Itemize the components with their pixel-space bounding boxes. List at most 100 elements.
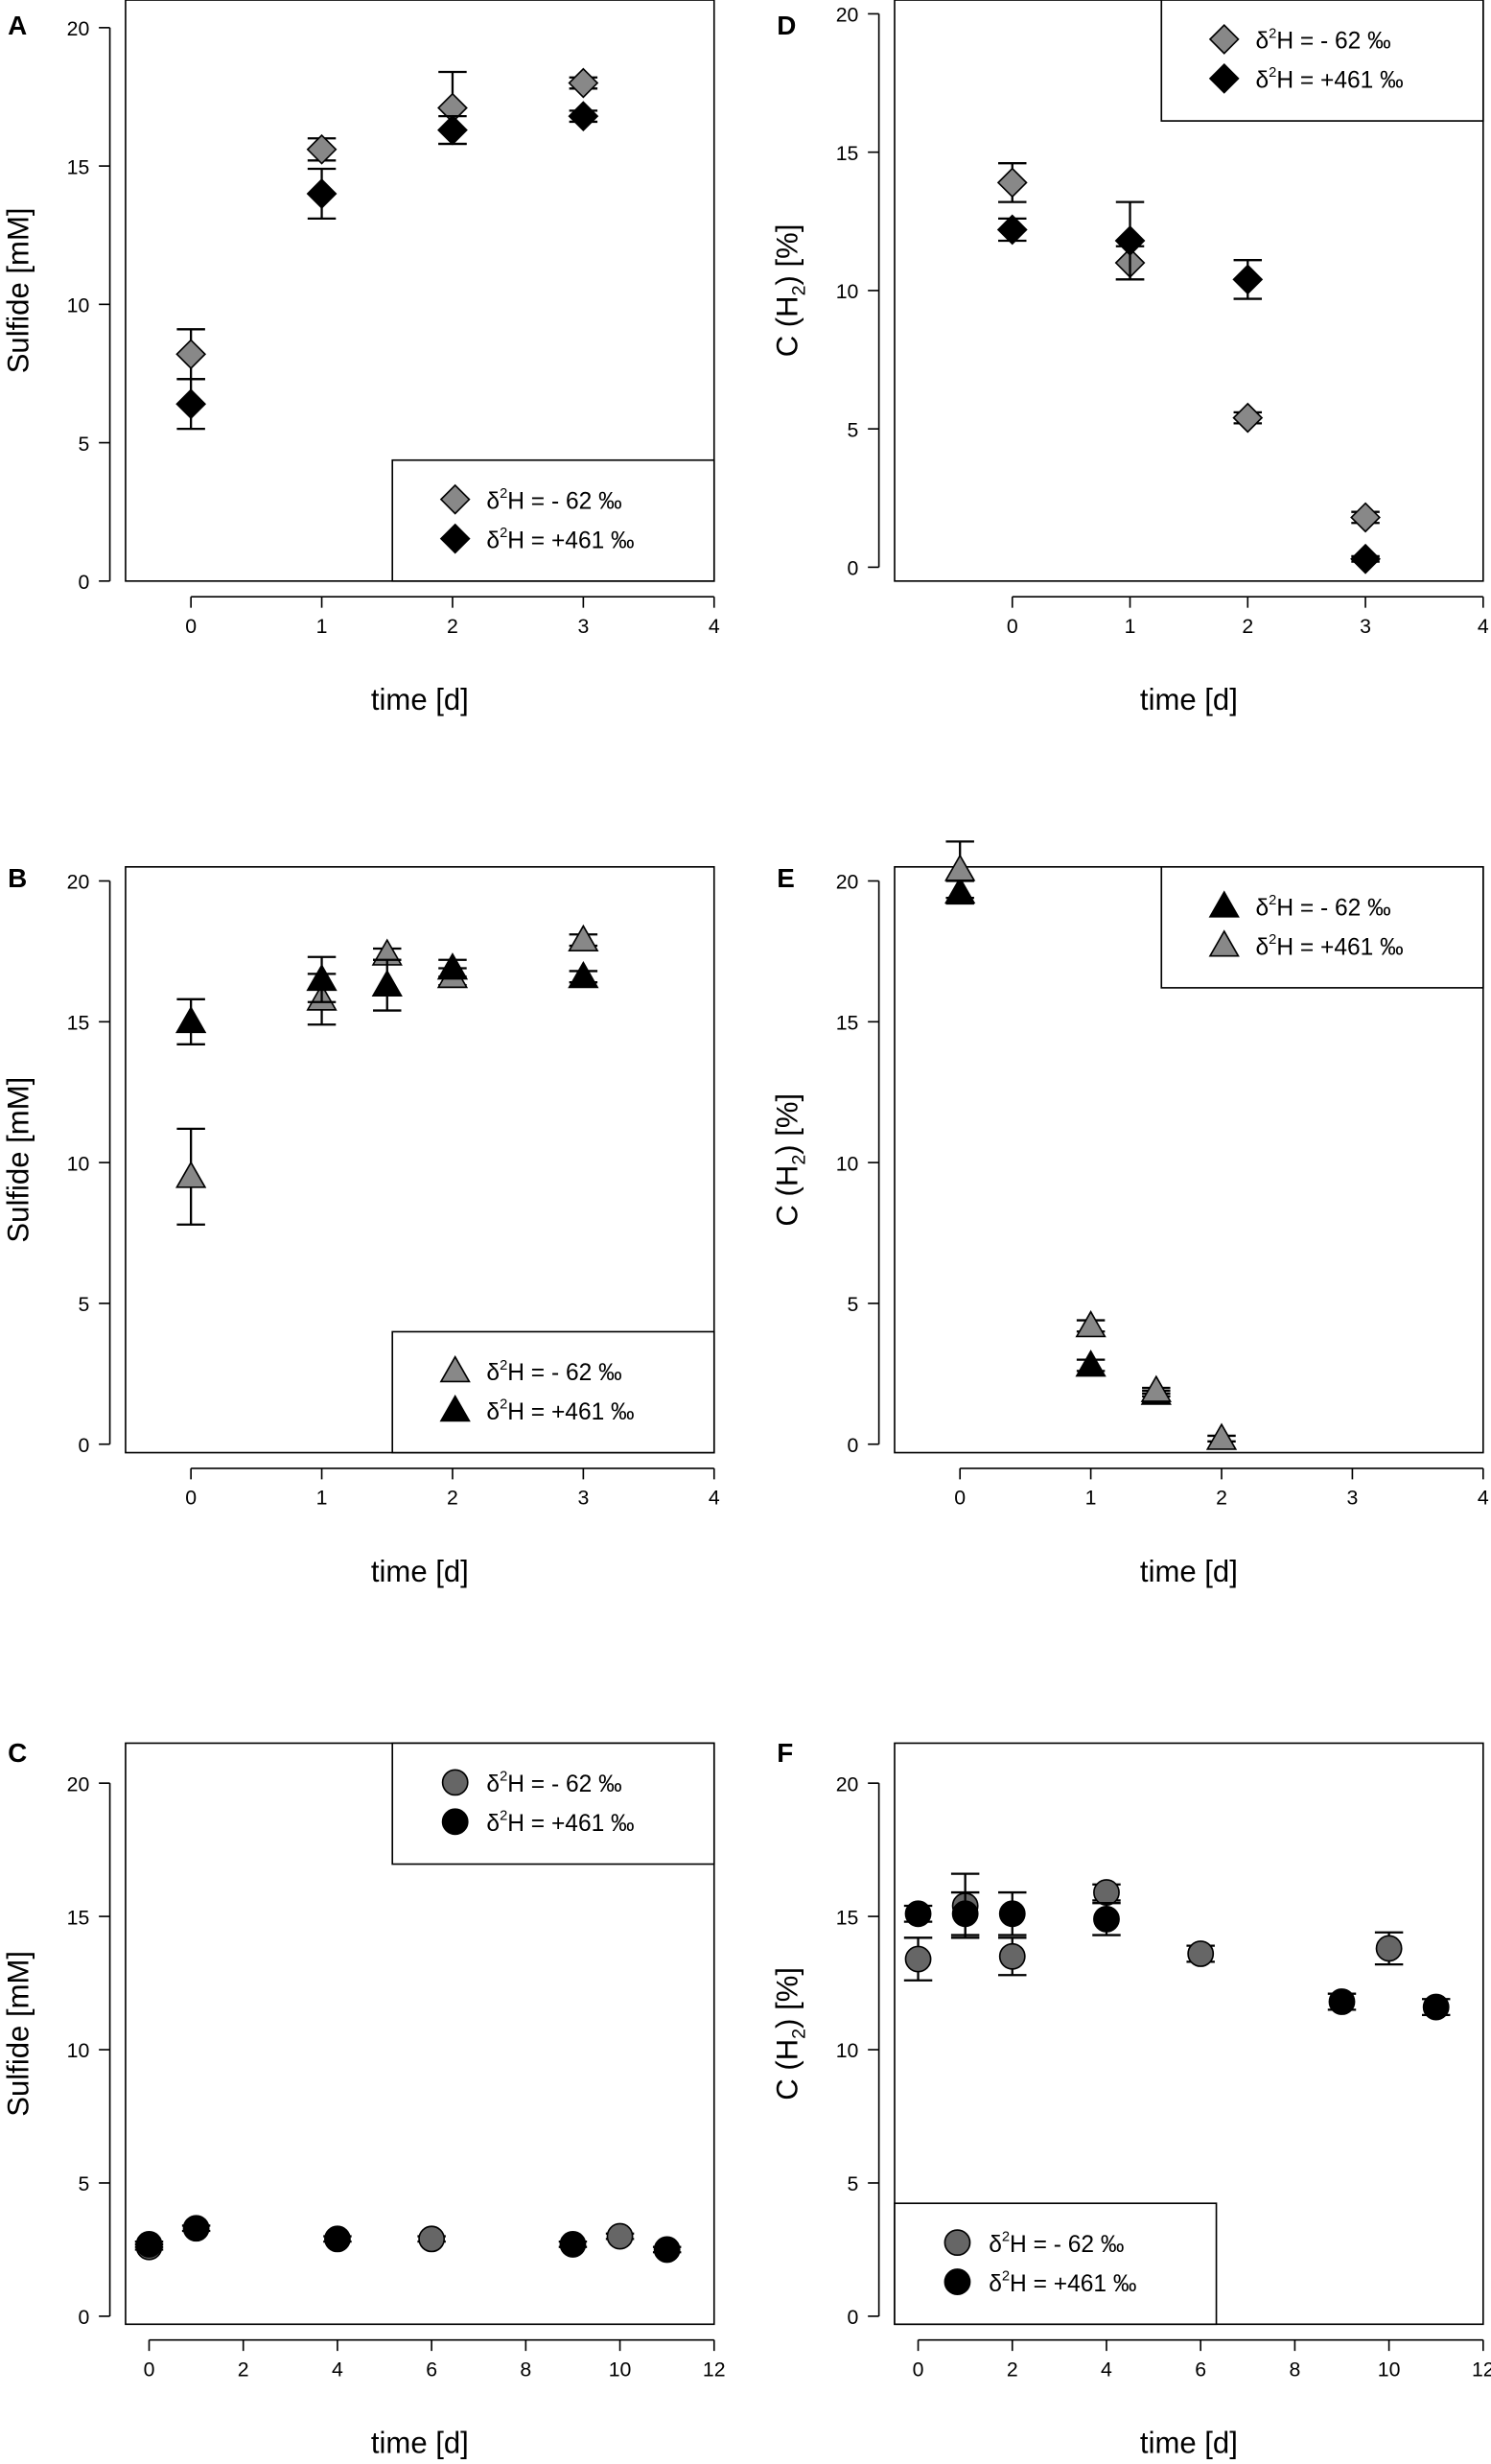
data-point — [653, 2236, 681, 2264]
legend-label-sup: 2 — [1269, 65, 1276, 81]
legend-label-part: H = - 62 ‰ — [507, 488, 621, 514]
legend-label-part: δ — [486, 1811, 500, 1837]
legend-label: δ2H = +461 ‰ — [486, 1397, 634, 1425]
x-tick-label: 1 — [1125, 615, 1136, 638]
legend-box — [391, 458, 715, 582]
legend-label-sup: 2 — [500, 1809, 507, 1824]
panel-label: A — [8, 11, 27, 40]
data-point — [1075, 1349, 1107, 1377]
y-axis: 0 5 10 15 20 C (H2) [%] — [771, 871, 880, 1457]
x-tick-label: 1 — [316, 615, 328, 638]
x-tick-label: 1 — [1085, 1487, 1097, 1510]
x-tick-label: 4 — [1478, 1487, 1489, 1510]
legend-marker — [944, 2229, 971, 2257]
y-tick-label: 15 — [67, 155, 90, 178]
legend: δ2H = - 62 ‰ δ2H = +461 ‰ — [391, 1330, 715, 1454]
legend-label-part: δ — [486, 1360, 500, 1386]
data-point — [1114, 225, 1146, 256]
x-tick-label: 4 — [709, 1487, 720, 1510]
y-tick-label: 20 — [67, 1772, 90, 1795]
panel-label: D — [777, 11, 796, 40]
legend: δ2H = - 62 ‰δ2H = +461 ‰ — [894, 2202, 1218, 2326]
legend-label-sup: 2 — [500, 1358, 507, 1373]
y-tick-label: 5 — [848, 1293, 859, 1316]
legend-marker — [441, 1808, 469, 1836]
x-tick-label: 2 — [1007, 2358, 1018, 2381]
x-tick-label: 2 — [447, 1487, 458, 1510]
legend-label: δ2H = +461 ‰ — [1255, 932, 1403, 960]
legend-label: δ2H = - 62 ‰ — [1255, 26, 1390, 54]
legend-label-part: δ — [1255, 68, 1269, 94]
legend-label-sup: 2 — [1002, 2268, 1010, 2284]
data-point — [998, 1942, 1026, 1970]
legend-label: δ2H = - 62 ‰ — [989, 2229, 1124, 2257]
legend-label-part: H = - 62 ‰ — [1276, 29, 1390, 55]
legend-label-sup: 2 — [500, 526, 507, 541]
x-tick-label: 3 — [577, 615, 589, 638]
legend-label-part: H = - 62 ‰ — [1010, 2232, 1124, 2258]
y-tick-label: 20 — [836, 871, 859, 894]
x-axis: 0 1 2 3 4 time [d] — [185, 596, 720, 716]
legend-label-part: H = +461 ‰ — [1010, 2271, 1136, 2297]
legend-label-part: H = +461 ‰ — [507, 528, 634, 553]
data-point — [1422, 1993, 1450, 2021]
data-point — [1350, 543, 1381, 575]
x-axis: 0 2 4 6 8 10 12 time [d] — [144, 2338, 726, 2460]
legend-label-part: H = +461 ‰ — [1276, 68, 1403, 94]
y-tick-label: 0 — [78, 2306, 89, 2329]
legend-marker — [1208, 929, 1240, 957]
plot-frame — [894, 0, 1484, 582]
legend-label-sup: 2 — [500, 1770, 507, 1785]
x-axis: 0 1 2 3 4 time [d] — [1007, 596, 1489, 716]
legend-label-sup: 2 — [1269, 932, 1276, 948]
series-2 — [175, 101, 599, 431]
y-axis-title: C (H2) [%] — [771, 1093, 810, 1227]
legend-label-part: δ — [486, 488, 500, 514]
y-axis: 0 5 10 15 20 C (H2) [%] — [771, 1772, 880, 2329]
x-tick-label: 2 — [1242, 615, 1253, 638]
legend-label-part: H = - 62 ‰ — [507, 1772, 621, 1797]
legend-label: δ2H = +461 ‰ — [486, 1809, 634, 1837]
x-tick-label: 2 — [238, 2358, 249, 2381]
y-tick-label: 5 — [848, 418, 859, 441]
x-tick-label: 3 — [577, 1487, 589, 1510]
y-tick-label: 0 — [848, 2306, 859, 2329]
y-axis-title-sub: 2 — [789, 2029, 810, 2039]
y-tick-label: 5 — [78, 2172, 89, 2195]
legend-box — [391, 1330, 715, 1454]
y-axis-title: Sulfide [mM] — [1, 1951, 35, 2117]
x-tick-label: 2 — [1216, 1487, 1227, 1510]
legend-marker — [1208, 890, 1240, 918]
data-point — [1232, 402, 1264, 434]
data-point — [1075, 1310, 1107, 1338]
y-tick-label: 15 — [836, 1011, 859, 1034]
y-axis-title-part: C (H — [771, 295, 804, 357]
x-axis: 0 1 2 3 4 time [d] — [185, 1467, 720, 1588]
x-tick-label: 0 — [185, 1487, 197, 1510]
y-axis-title: Sulfide [mM] — [1, 1077, 35, 1243]
legend-marker — [439, 483, 471, 515]
x-tick-label: 3 — [1360, 615, 1371, 638]
legend-label: δ2H = - 62 ‰ — [486, 1770, 621, 1797]
data-point — [175, 1161, 207, 1188]
data-point — [182, 2215, 210, 2242]
panel-label: B — [8, 863, 27, 893]
legend-label: δ2H = - 62 ‰ — [486, 1358, 621, 1386]
legend-label-sup: 2 — [1002, 2229, 1010, 2244]
data-point — [944, 854, 976, 881]
x-axis-title: time [d] — [1140, 683, 1238, 716]
legend-label-part: δ — [486, 1772, 500, 1797]
y-axis-title: C (H2) [%] — [771, 1967, 810, 2100]
y-tick-label: 5 — [78, 1293, 89, 1316]
data-point — [418, 2225, 446, 2253]
x-tick-label: 4 — [332, 2358, 343, 2381]
x-axis-title: time [d] — [371, 2427, 469, 2460]
x-tick-label: 0 — [144, 2358, 155, 2381]
x-tick-label: 0 — [1007, 615, 1018, 638]
data-point — [135, 2230, 163, 2258]
